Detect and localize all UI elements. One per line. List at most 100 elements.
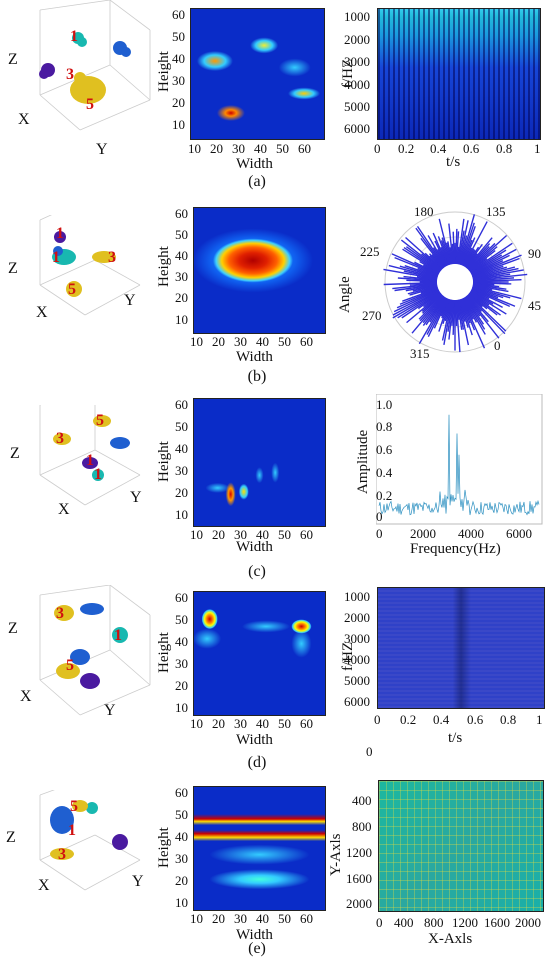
polar-spike: [402, 248, 441, 274]
scatter-3d-d: [39, 585, 151, 716]
polar-spike: [391, 253, 439, 276]
polar-spike: [424, 252, 443, 270]
polar-spike: [421, 293, 443, 312]
z-axis-label: Z: [10, 445, 20, 462]
polar-spike: [399, 265, 438, 278]
polar-spike: [438, 298, 451, 332]
polar-spike: [416, 275, 438, 281]
polar-spike: [392, 283, 438, 290]
polar-spike: [472, 281, 512, 285]
polar-spike: [462, 297, 478, 323]
polar-spike: [432, 232, 449, 266]
polar-spike: [472, 285, 493, 291]
polar-spike: [437, 249, 448, 267]
cluster-label: 3: [58, 846, 66, 863]
polar-spike: [448, 223, 454, 265]
polar-spike: [438, 218, 452, 265]
polar-spike: [468, 246, 498, 271]
x-axis-label: X: [20, 688, 32, 705]
matrix-e: [378, 780, 544, 912]
polar-spike: [420, 237, 445, 269]
polar-spike: [443, 299, 453, 345]
polar-spike: [470, 248, 517, 275]
y-axis-label: Y: [104, 702, 116, 719]
polar-spike: [414, 261, 440, 275]
polar-spike: [459, 299, 469, 328]
polar-spike: [432, 247, 447, 268]
z-axis-label: Z: [8, 260, 18, 277]
polar-spike: [457, 299, 465, 330]
polar-spike: [412, 285, 438, 292]
polar-spike: [401, 291, 441, 319]
polar-spike: [427, 235, 447, 267]
heatmap-b: [193, 207, 326, 334]
polar-spike: [440, 240, 451, 266]
polar-spike: [458, 220, 469, 265]
cluster-label: 5: [86, 96, 94, 113]
polar-spike: [441, 237, 451, 265]
heat-xlabel: Width: [236, 156, 273, 172]
heat-xlabel: Width: [236, 732, 273, 748]
cluster-label: 1: [56, 225, 64, 242]
polar-spike: [405, 284, 438, 292]
polar-spike: [402, 287, 439, 302]
polar-spike: [465, 243, 483, 268]
polar-spike: [417, 267, 439, 277]
polar-spike: [471, 288, 511, 308]
polar-spike: [472, 285, 522, 300]
heat-xlabel: Width: [236, 927, 273, 943]
polar-spike: [462, 247, 473, 267]
polar-spike: [458, 299, 470, 346]
polar-spike: [463, 296, 486, 330]
polar-spike: [463, 249, 476, 268]
polar-spike: [467, 246, 490, 270]
spectrogram-a: [377, 8, 541, 140]
polar-spike: [472, 283, 500, 288]
row-c: 3 5 1 1 Z X Y Height Width 60 50 40 30 2…: [0, 390, 550, 585]
polar-spike: [403, 275, 438, 281]
polar-spike: [466, 294, 483, 312]
polar-spike: [426, 297, 448, 335]
row-a: 1 3 5 Z X Y Height Width 60 50 40 30 20 …: [0, 0, 550, 195]
polar-spike: [447, 299, 454, 332]
polar-spike: [466, 295, 489, 323]
polar-spike: [454, 228, 458, 265]
heat-ylabel: Height: [156, 246, 172, 287]
x-axis-label: X: [18, 111, 30, 128]
heat-ylabel: Height: [156, 632, 172, 673]
polar-spike: [465, 295, 500, 339]
polar-spike: [469, 290, 507, 315]
polar-spike: [471, 254, 522, 276]
cluster-label: 1: [86, 452, 94, 469]
polar-spike: [463, 297, 486, 335]
polar-spike: [468, 292, 498, 316]
row-e: 5 1 3 Z X Y Height Width 60 50 40 30 20 …: [0, 780, 550, 965]
heatmap-a: [190, 8, 325, 140]
polar-spike: [469, 292, 501, 316]
scatter-3d-a: [39, 0, 151, 131]
polar-spike: [399, 288, 439, 305]
polar-spike: [458, 299, 466, 322]
amp-xlabel: Frequency(Hz): [410, 541, 501, 557]
polar-spike: [466, 237, 493, 269]
polar-spike: [461, 298, 486, 349]
polar-spike: [422, 264, 440, 275]
polar-spike: [444, 299, 452, 322]
caption-c: (c): [248, 563, 266, 580]
polar-spike: [403, 247, 441, 273]
y-axis-label: Y: [124, 292, 136, 309]
polar-spike: [434, 240, 448, 267]
polar-spike: [468, 293, 488, 310]
polar-spike: [471, 260, 504, 276]
polar-spike: [456, 246, 460, 265]
spec-xlabel: t/s: [446, 154, 461, 170]
cluster-label: 3: [56, 430, 64, 447]
polar-spike: [440, 247, 449, 266]
polar-spike: [393, 289, 440, 313]
polar-spike: [458, 235, 468, 265]
polar-spike: [464, 296, 485, 325]
heatmap-e: [193, 786, 326, 911]
polar-spike: [452, 231, 456, 265]
polar-spike: [429, 255, 443, 270]
polar-spike: [455, 231, 460, 265]
